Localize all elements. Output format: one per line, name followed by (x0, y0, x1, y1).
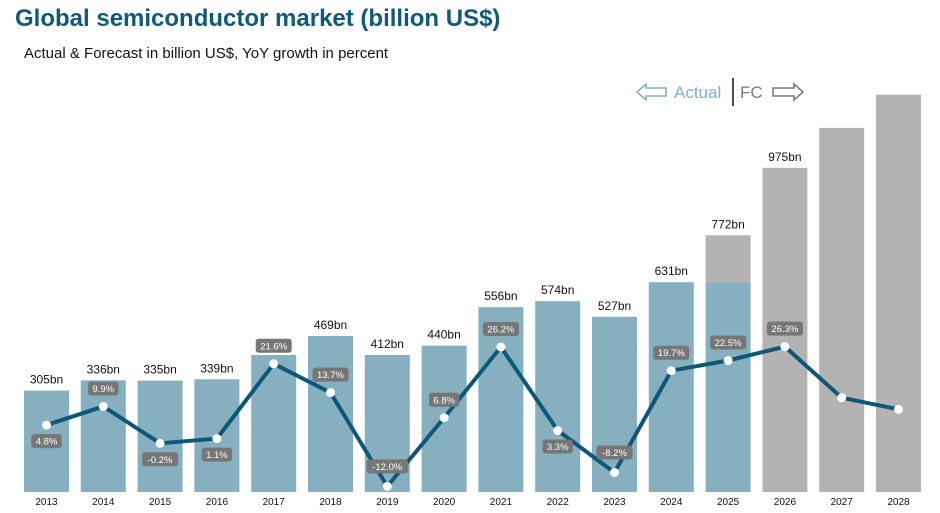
growth-badge-2014 (88, 381, 119, 396)
bar-value-label-2024: 631bn (655, 264, 688, 278)
growth-badge-2017 (255, 338, 292, 353)
bar-value-label-2022: 574bn (541, 283, 574, 297)
growth-point-2020 (439, 413, 449, 423)
bar-2015 (137, 380, 183, 492)
legend-fc-label: FC (740, 83, 763, 102)
arrow-left-icon (635, 82, 667, 102)
growth-badge-2015 (142, 452, 179, 467)
x-tick-2015: 2015 (149, 497, 172, 508)
value-labels-layer: 305bn336bn335bn339bn412bn469bn412bn440bn… (30, 150, 802, 387)
growth-badge-2024 (653, 345, 690, 360)
bar-2023 (592, 316, 637, 492)
bar-value-label-2026: 975bn (768, 150, 801, 164)
bar-2024 (648, 282, 694, 492)
x-tick-2024: 2024 (660, 497, 683, 508)
growth-label-2025: 22.5% (715, 338, 742, 349)
growth-label-2017: 21.6% (260, 341, 287, 352)
x-tick-2028: 2028 (887, 497, 910, 508)
bar-2025-actual (705, 282, 751, 492)
bar-2017 (251, 355, 297, 492)
bar-2025-forecast (705, 235, 751, 283)
actual-forecast-legend: Actual FC (635, 78, 805, 106)
growth-label-2013: 4.8% (36, 437, 58, 448)
growth-label-2019: -12.0% (372, 462, 403, 473)
growth-point-2013 (42, 420, 51, 430)
growth-point-2018 (326, 388, 335, 398)
bar-value-label-2018: 469bn (314, 318, 347, 332)
x-tick-2019: 2019 (376, 497, 399, 508)
bar-value-label-2013: 305bn (30, 373, 63, 387)
bar-value-label-2020: 440bn (427, 328, 460, 342)
x-tick-2022: 2022 (547, 497, 570, 508)
growth-label-2014: 9.9% (92, 384, 114, 395)
growth-point-2016 (212, 434, 222, 444)
growth-point-2019 (382, 481, 392, 491)
bar-2027 (819, 127, 865, 492)
bar-2014 (80, 380, 126, 492)
growth-badge-2025 (710, 335, 747, 350)
x-tick-2027: 2027 (831, 497, 854, 508)
growth-badge-2019 (366, 459, 409, 474)
bar-2028 (876, 94, 921, 492)
growth-point-2024 (666, 366, 676, 376)
bar-value-label-2025: 772bn (711, 217, 744, 231)
growth-label-2020: 6.8% (433, 395, 455, 406)
growth-point-2022 (553, 426, 563, 436)
growth-label-2024: 19.7% (658, 348, 685, 359)
chart-title: Global semiconductor market (billion US$… (15, 5, 501, 32)
chart-subtitle: Actual & Forecast in billion US$, YoY gr… (24, 45, 389, 62)
growth-point-2027 (837, 393, 847, 403)
x-tick-2020: 2020 (433, 497, 456, 508)
growth-badge-2022 (542, 439, 573, 454)
growth-badge-2026 (766, 321, 803, 336)
growth-label-2016: 1.1% (206, 450, 228, 461)
arrow-right-icon (772, 82, 805, 102)
growth-line (45, 344, 899, 489)
growth-point-2026 (780, 342, 790, 352)
bar-value-label-2019: 412bn (371, 337, 404, 351)
growth-label-2022: 3.3% (547, 442, 569, 453)
growth-label-2021: 26.2% (487, 325, 514, 336)
growth-badge-2020 (428, 392, 460, 407)
legend-actual-label: Actual (674, 83, 721, 102)
growth-point-2014 (98, 401, 108, 411)
bar-value-label-2021: 556bn (484, 289, 517, 303)
growth-line-layer (42, 342, 903, 491)
growth-point-2017 (269, 359, 279, 369)
growth-badge-2023 (596, 445, 633, 460)
bar-2018 (308, 336, 353, 492)
x-tick-2016: 2016 (206, 497, 229, 508)
growth-point-2015 (155, 438, 165, 448)
growth-label-2023: -8.2% (602, 448, 627, 459)
growth-badge-2018 (312, 367, 349, 382)
growth-point-2028 (894, 404, 903, 414)
x-tick-2018: 2018 (319, 497, 342, 508)
growth-point-2021 (496, 342, 506, 352)
bar-2021 (478, 307, 524, 492)
growth-badge-2016 (201, 447, 233, 462)
growth-label-2026: 26.3% (771, 324, 798, 335)
bar-value-label-2016: 339bn (200, 361, 233, 375)
x-tick-2014: 2014 (92, 497, 115, 508)
x-tick-2025: 2025 (717, 497, 740, 508)
x-tick-2023: 2023 (603, 497, 626, 508)
x-tick-2013: 2013 (35, 497, 58, 508)
growth-label-2015: -0.2% (148, 455, 173, 466)
growth-badges-layer: 4.8% 9.9% -0.2% 1.1% 21.6% 13.7% -12.0% 6.8% 26.… (31, 321, 803, 474)
growth-badge-2021 (482, 322, 519, 336)
x-tick-2017: 2017 (263, 497, 286, 508)
growth-point-2025 (723, 355, 733, 365)
bar-value-label-2014: 336bn (87, 362, 120, 376)
bar-2022 (535, 301, 581, 492)
bar-value-label-2023: 527bn (598, 299, 631, 313)
x-ticks-layer: 2013 2014 2015 2016 2017 2018 2019 2020 2021 2022… (35, 497, 910, 508)
growth-point-2023 (610, 467, 619, 477)
growth-label-2018: 13.7% (317, 370, 344, 381)
bar-value-label-2015: 335bn (143, 363, 176, 377)
x-tick-2026: 2026 (774, 497, 797, 508)
growth-badge-2013 (31, 434, 62, 449)
x-tick-2021: 2021 (490, 497, 513, 508)
